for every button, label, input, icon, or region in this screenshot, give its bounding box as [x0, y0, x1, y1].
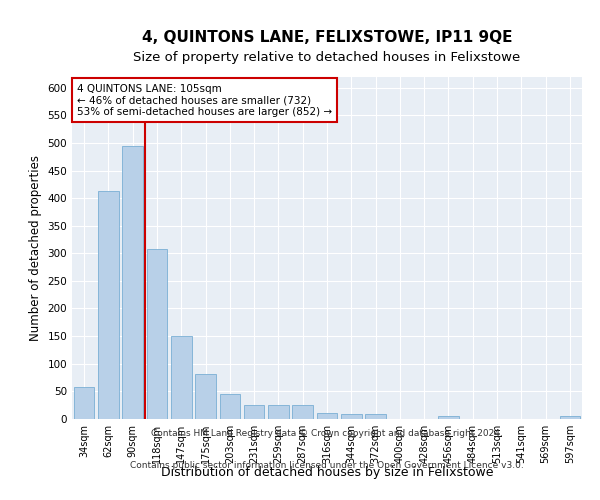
- Text: Size of property relative to detached houses in Felixstowe: Size of property relative to detached ho…: [133, 52, 521, 64]
- Text: 4 QUINTONS LANE: 105sqm
← 46% of detached houses are smaller (732)
53% of semi-d: 4 QUINTONS LANE: 105sqm ← 46% of detache…: [77, 84, 332, 117]
- Text: 4, QUINTONS LANE, FELIXSTOWE, IP11 9QE: 4, QUINTONS LANE, FELIXSTOWE, IP11 9QE: [142, 30, 512, 46]
- Bar: [220, 394, 240, 418]
- Bar: [317, 413, 337, 418]
- Bar: [438, 416, 459, 418]
- Text: Contains public sector information licensed under the Open Government Licence v3: Contains public sector information licen…: [130, 462, 524, 470]
- Bar: [146, 250, 167, 418]
- Bar: [244, 405, 265, 418]
- Y-axis label: Number of detached properties: Number of detached properties: [29, 155, 42, 341]
- Bar: [341, 414, 362, 418]
- Bar: [74, 387, 94, 418]
- Bar: [268, 405, 289, 418]
- Bar: [98, 191, 119, 418]
- Bar: [365, 414, 386, 418]
- Bar: [122, 146, 143, 418]
- Bar: [292, 405, 313, 418]
- Bar: [560, 416, 580, 418]
- Text: Contains HM Land Registry data © Crown copyright and database right 2024.: Contains HM Land Registry data © Crown c…: [151, 430, 503, 438]
- Bar: [171, 336, 191, 418]
- Bar: [195, 374, 216, 418]
- X-axis label: Distribution of detached houses by size in Felixstowe: Distribution of detached houses by size …: [161, 466, 493, 479]
